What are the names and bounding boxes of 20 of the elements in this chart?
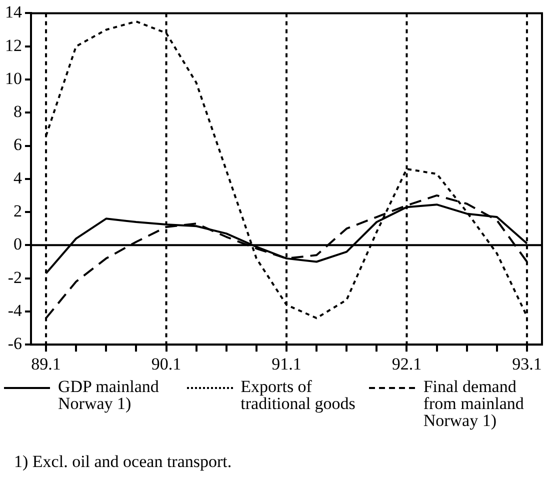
legend-label: Exports of traditional goods <box>240 377 356 413</box>
y-tick-label: 4 <box>14 168 22 188</box>
x-tick-label: 90.1 <box>151 354 182 374</box>
y-tick-label: -4 <box>8 300 22 320</box>
y-tick-label: 12 <box>5 36 22 55</box>
y-tick-label: 10 <box>5 68 22 88</box>
x-tick-label: 92.1 <box>392 354 422 374</box>
legend-label: GDP mainland Norway 1) <box>58 377 160 413</box>
x-tick-label: 91.1 <box>272 354 302 374</box>
y-tick-label: 2 <box>14 202 22 221</box>
y-tick-label: 14 <box>5 2 22 22</box>
x-tick-label: 93.1 <box>512 354 542 374</box>
x-tick-label: 89.1 <box>31 354 61 374</box>
y-tick-label: -2 <box>8 268 22 287</box>
y-tick-label: -6 <box>8 334 22 354</box>
y-tick-label: 6 <box>14 135 22 154</box>
y-tick-label: 8 <box>14 102 22 122</box>
legend-label: Final demand from mainland Norway 1) <box>423 377 525 430</box>
y-tick-label: 0 <box>14 234 22 254</box>
text: 1) Excl. oil and ocean transport. <box>14 452 232 472</box>
